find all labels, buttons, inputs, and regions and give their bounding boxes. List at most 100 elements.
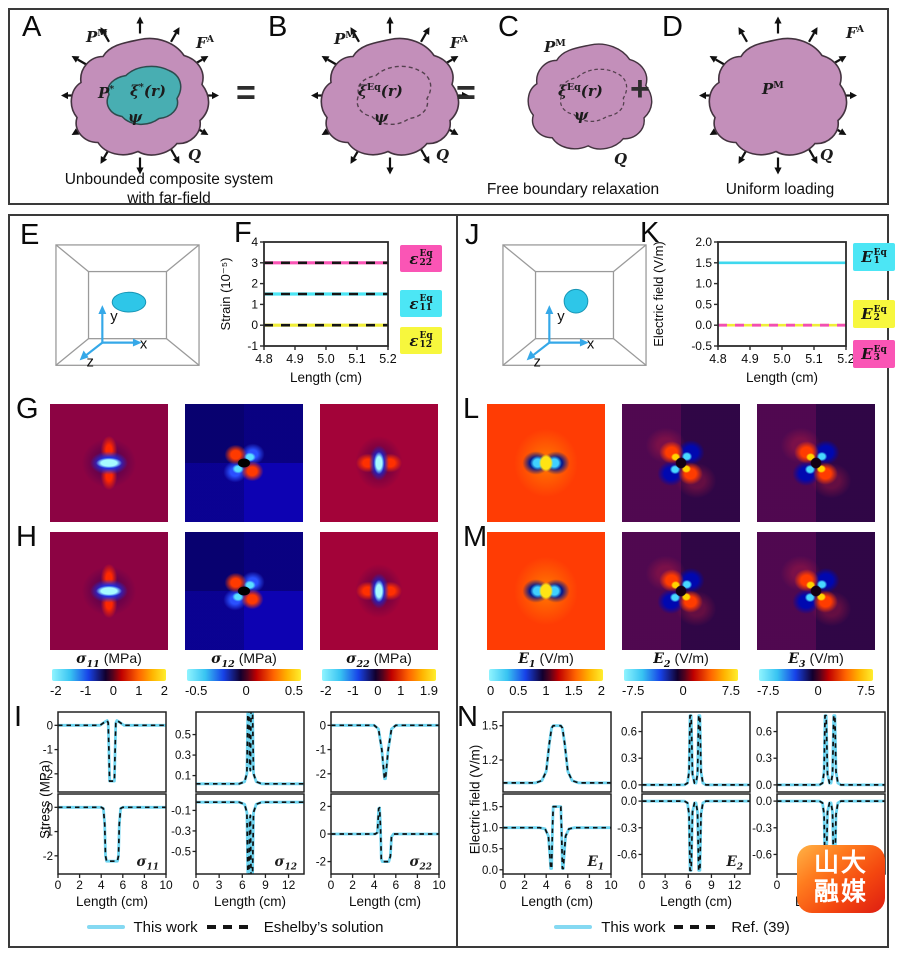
svg-text:Length (cm): Length (cm) xyxy=(746,370,818,385)
svg-text:5.0: 5.0 xyxy=(773,352,790,366)
svg-text:0: 0 xyxy=(251,318,258,332)
svg-text:Strain (10⁻⁵): Strain (10⁻⁵) xyxy=(218,258,233,331)
psi-label: ψ xyxy=(374,108,389,126)
panel-letter-j: J xyxy=(465,219,480,251)
svg-text:0.6: 0.6 xyxy=(621,727,637,739)
this-work-line-sample xyxy=(554,925,593,929)
svg-text:0: 0 xyxy=(47,802,53,814)
heatmap-sigma11-this-work xyxy=(50,404,168,522)
svg-text:-1: -1 xyxy=(316,745,326,757)
colorbar-tick-label: 7.5 xyxy=(856,683,875,698)
svg-text:0.5: 0.5 xyxy=(695,297,712,311)
psi-label: ψ xyxy=(574,106,589,124)
svg-text:-2: -2 xyxy=(43,769,53,781)
colorbar-tick-label: -7.5 xyxy=(757,683,780,698)
svg-text:0.0: 0.0 xyxy=(482,865,498,877)
svg-text:Length (cm): Length (cm) xyxy=(76,894,148,909)
panel-letter-b: B xyxy=(268,11,288,43)
colorbar-tick-label: 0 xyxy=(679,683,687,698)
svg-text:-0.3: -0.3 xyxy=(752,823,772,835)
plot-content: 0.5 0.3 0.1 -0.1 -0.3 -0.5 0 3 6 9 12 Length (cm) σ1… xyxy=(171,711,305,909)
composite-blob-b xyxy=(311,16,469,175)
colorbar-tick-label: 0 xyxy=(487,683,495,698)
y-axis-label: y xyxy=(110,309,118,325)
svg-text:3: 3 xyxy=(662,878,669,892)
applied-force-label: FA xyxy=(846,24,865,42)
legend-chip-eps12: ε Eq 12 xyxy=(400,327,442,354)
composite-blob-a xyxy=(61,16,219,175)
svg-text:0.0: 0.0 xyxy=(621,796,637,808)
svg-text:2: 2 xyxy=(521,878,528,892)
svg-text:1: 1 xyxy=(251,297,258,311)
inclusion-polarization-label: P* xyxy=(98,84,115,102)
simulation-box-ellipsoid: y x z xyxy=(55,244,200,370)
panel-letter-l: L xyxy=(463,393,480,425)
svg-text:8: 8 xyxy=(414,878,421,892)
panel-letter-k: K xyxy=(640,217,660,249)
svg-text:6: 6 xyxy=(564,878,571,892)
colorbar-tick-label: -2 xyxy=(320,683,332,698)
matrix-polarization-label: PM xyxy=(334,30,356,48)
panel-c-diagram: PM ξEq(r) ψ Q xyxy=(500,24,680,168)
plot-content: 0.6 0.3 0.0 0.0 -0.3 -0.6 0 3 6 9 12 Length (cm) E2 xyxy=(617,711,751,909)
svg-text:9: 9 xyxy=(708,878,715,892)
z-axis-label: z xyxy=(534,354,541,370)
heatmap-sigma22-eshelby xyxy=(320,532,438,650)
colorbar-tick-label: 2 xyxy=(160,683,168,698)
colorbar-ticks: -2 -1 0 1 2 xyxy=(50,683,168,698)
svg-text:5.2: 5.2 xyxy=(379,352,396,366)
heatmap-e2-reference xyxy=(622,532,740,650)
colorbar-gradient xyxy=(52,669,166,681)
this-work-label: This work xyxy=(601,918,666,936)
reference-dash-sample xyxy=(674,925,723,929)
svg-text:-1: -1 xyxy=(247,339,258,353)
svg-text:6: 6 xyxy=(392,878,399,892)
panel-a-caption: Unbounded composite system with far-fiel… xyxy=(64,171,274,207)
efield-profile-e2: 0.6 0.3 0.0 0.0 -0.3 -0.6 0 3 6 9 12 Length (cm) E2 xyxy=(617,711,751,909)
equivalent-inclusion-outline xyxy=(559,68,628,122)
panel-c-caption: Free boundary relaxation xyxy=(486,181,660,198)
colorbar-title: σ11 (MPa) xyxy=(76,650,142,670)
charge-label: Q xyxy=(614,150,628,168)
svg-text:Length (cm): Length (cm) xyxy=(214,894,286,909)
svg-text:10: 10 xyxy=(604,878,618,892)
svg-text:6: 6 xyxy=(119,878,126,892)
z-axis-label: z xyxy=(87,354,94,370)
matrix-blob xyxy=(320,37,460,156)
svg-text:4.9: 4.9 xyxy=(741,352,758,366)
svg-text:-2: -2 xyxy=(316,857,326,869)
panel-letter-g: G xyxy=(16,393,39,425)
panel-letter-d: D xyxy=(662,11,683,43)
colorbar-e2: E2 (V/m) -7.5 0 7.5 xyxy=(622,650,740,698)
colorbar-tick-label: -0.5 xyxy=(185,683,208,698)
charge-label: Q xyxy=(188,146,202,164)
this-work-label: This work xyxy=(133,918,198,936)
svg-text:3: 3 xyxy=(251,256,258,270)
svg-text:2: 2 xyxy=(76,878,83,892)
equals-operator: = xyxy=(456,74,476,112)
svg-text:0.0: 0.0 xyxy=(621,780,637,792)
panel-divider xyxy=(456,216,458,946)
svg-text:Length (cm): Length (cm) xyxy=(521,894,593,909)
this-work-line-sample xyxy=(86,925,125,929)
plot-content: 4 3 2 1 0 -14.8 4.9 5.0 5.1 5.2 Length (cm) Strain … xyxy=(218,235,397,385)
box-wireframe xyxy=(502,244,647,366)
schematic-panel-box: A PM FA P* ξ*(r) ψ Q Unbounded composite… xyxy=(8,8,889,207)
svg-text:σ11: σ11 xyxy=(137,854,160,873)
svg-text:4.8: 4.8 xyxy=(709,352,726,366)
loaded-blob-d xyxy=(699,16,857,175)
svg-text:3: 3 xyxy=(216,878,223,892)
y-axis-label: y xyxy=(557,309,565,325)
applied-force-label: FA xyxy=(196,34,215,52)
legend-right: This work Ref. (39) xyxy=(457,914,887,940)
colorbar-tick-label: 1.5 xyxy=(564,683,583,698)
panel-letter-m: M xyxy=(463,521,488,553)
matrix-polarization-label: PM xyxy=(544,38,566,56)
svg-text:Length (cm): Length (cm) xyxy=(349,894,421,909)
watermark-line1: 山大 xyxy=(813,849,868,877)
svg-text:E1: E1 xyxy=(586,854,604,873)
heatmap-e3-this-work xyxy=(757,404,875,522)
svg-text:1.5: 1.5 xyxy=(482,802,498,814)
